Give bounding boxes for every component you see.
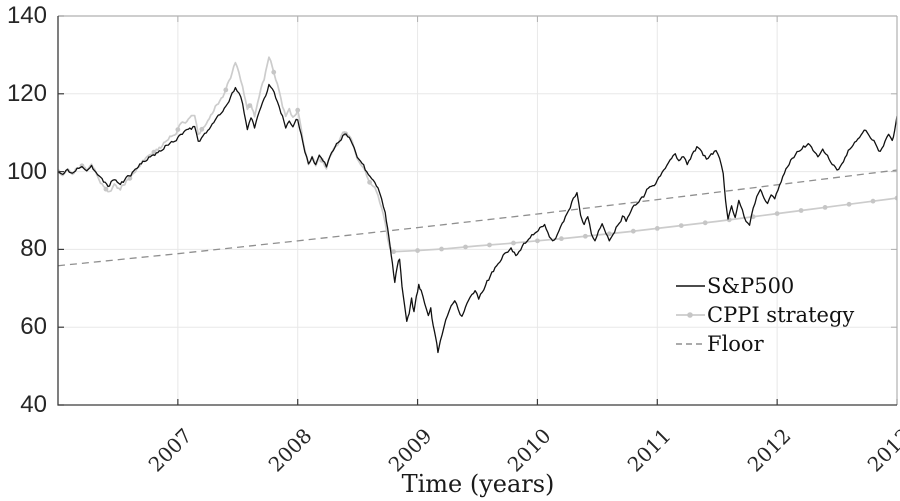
cppi-marker-dot xyxy=(271,69,277,75)
gridlines xyxy=(58,16,898,405)
cppi-marker-dot xyxy=(295,107,301,113)
y-tick-label: 140 xyxy=(6,2,47,29)
y-tick-label: 40 xyxy=(20,391,47,418)
sp500-line xyxy=(58,83,897,354)
legend-label: Floor xyxy=(707,331,764,356)
cppi-marker-dot xyxy=(535,238,540,244)
legend-item-floor: Floor xyxy=(676,329,854,358)
cppi-marker-dot xyxy=(463,244,468,250)
cppi-marker-dot xyxy=(654,225,660,231)
x-axis-title: Time (years) xyxy=(401,470,555,498)
cppi-marker-dot xyxy=(247,103,253,109)
cppi-marker-dot xyxy=(774,211,780,217)
cppi-marker-dot xyxy=(559,236,564,242)
floor-line xyxy=(58,169,897,267)
legend-sample-line xyxy=(676,284,705,287)
legend-sample-line xyxy=(676,311,705,318)
cppi-marker-dot xyxy=(846,201,852,207)
cppi-marker-dot xyxy=(487,242,492,248)
cppi-marker-dot xyxy=(630,228,636,234)
cppi-marker-dot xyxy=(175,127,181,132)
cppi-marker-dot xyxy=(391,249,396,255)
plot-box-left-bottom xyxy=(57,16,897,406)
cppi-marker-dot xyxy=(199,126,205,132)
legend: S&P500 CPPI strategy Floor xyxy=(676,271,854,358)
plot-box-top-right xyxy=(58,15,898,405)
y-tick-label: 80 xyxy=(20,235,47,263)
cppi-marker-dot xyxy=(223,87,229,93)
y-tick-label: 60 xyxy=(20,313,47,341)
legend-item-sp500: S&P500 xyxy=(676,271,854,300)
cppi-marker-dot xyxy=(439,246,444,252)
cppi-marker-dot xyxy=(127,175,133,181)
cppi-line xyxy=(58,56,897,253)
legend-item-cppi: CPPI strategy xyxy=(676,300,854,329)
cppi-marker-dot xyxy=(606,231,612,237)
cppi-marker-dot xyxy=(415,248,420,253)
cppi-marker-dot xyxy=(798,208,804,213)
cppi-marker-dot xyxy=(511,240,516,246)
cppi-marker-dot xyxy=(870,198,876,204)
y-tick-label: 120 xyxy=(6,79,47,107)
cppi-marker-dot xyxy=(822,204,828,210)
cppi-marker-dot xyxy=(103,186,109,192)
legend-sample-line xyxy=(676,342,705,345)
y-tick-label: 100 xyxy=(6,157,47,185)
cppi-marker-dot xyxy=(151,149,157,155)
legend-label: CPPI strategy xyxy=(707,302,855,327)
cppi-marker-dot xyxy=(702,220,708,226)
cppi-markers xyxy=(58,69,897,255)
legend-label: S&P500 xyxy=(707,273,795,298)
cppi-marker-dot xyxy=(582,233,588,239)
cppi-marker-dot xyxy=(367,179,373,185)
cppi-marker-dot xyxy=(678,223,684,228)
